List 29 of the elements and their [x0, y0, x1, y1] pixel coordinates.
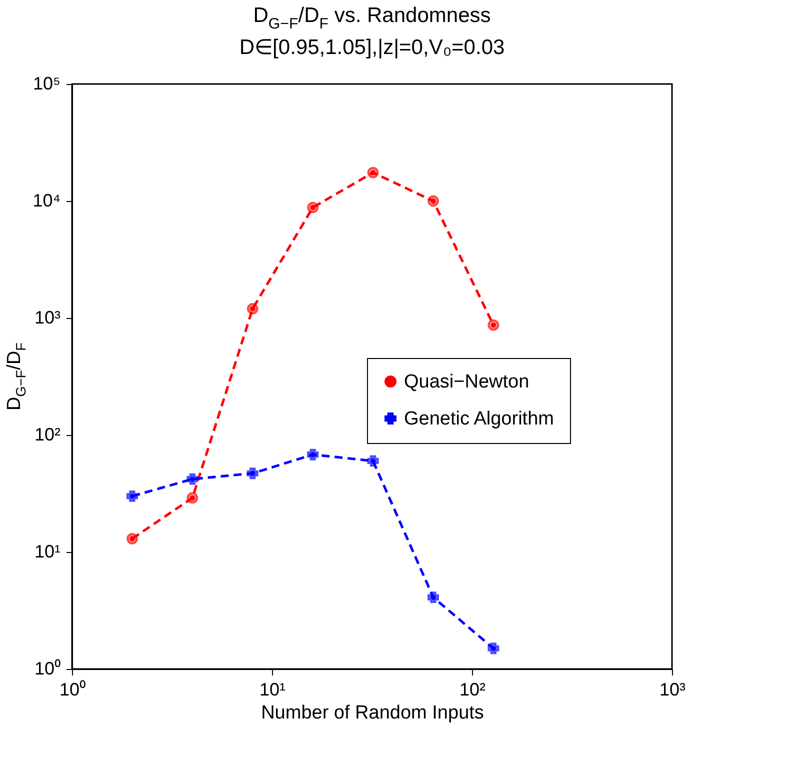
y-axis-title: DG−F/DF — [4, 342, 29, 411]
point — [367, 166, 379, 178]
point — [186, 473, 198, 485]
y-tick-label: 10⁰ — [34, 658, 60, 678]
point — [428, 195, 439, 207]
point — [488, 642, 500, 654]
x-tick-label: 10⁰ — [59, 680, 86, 700]
x-axis-title: Number of Random Inputs — [261, 702, 484, 724]
point — [307, 202, 319, 214]
point — [488, 319, 500, 331]
point — [126, 490, 138, 502]
point — [186, 492, 198, 504]
legend-label: Quasi−Newton — [404, 372, 530, 392]
point — [246, 468, 258, 480]
chart-subtitle: D∈[0.95,1.05],|z|=0,V₀=0.03 — [239, 36, 505, 59]
point — [246, 303, 258, 314]
point — [307, 448, 319, 460]
x-tick-label: 10³ — [659, 680, 686, 700]
x-tick-label: 10² — [459, 680, 486, 700]
point — [428, 592, 439, 604]
y-tick-label: 10⁵ — [33, 74, 60, 94]
x-tick-label: 10¹ — [259, 680, 286, 700]
y-tick-label: 10¹ — [34, 542, 61, 562]
y-tick-label: 10³ — [34, 308, 61, 328]
point — [126, 532, 138, 544]
y-tick-label: 10⁴ — [32, 190, 60, 210]
y-tick-label: 10² — [34, 424, 61, 444]
legend-label: Genetic Algorithm — [404, 408, 554, 430]
point — [367, 455, 379, 467]
